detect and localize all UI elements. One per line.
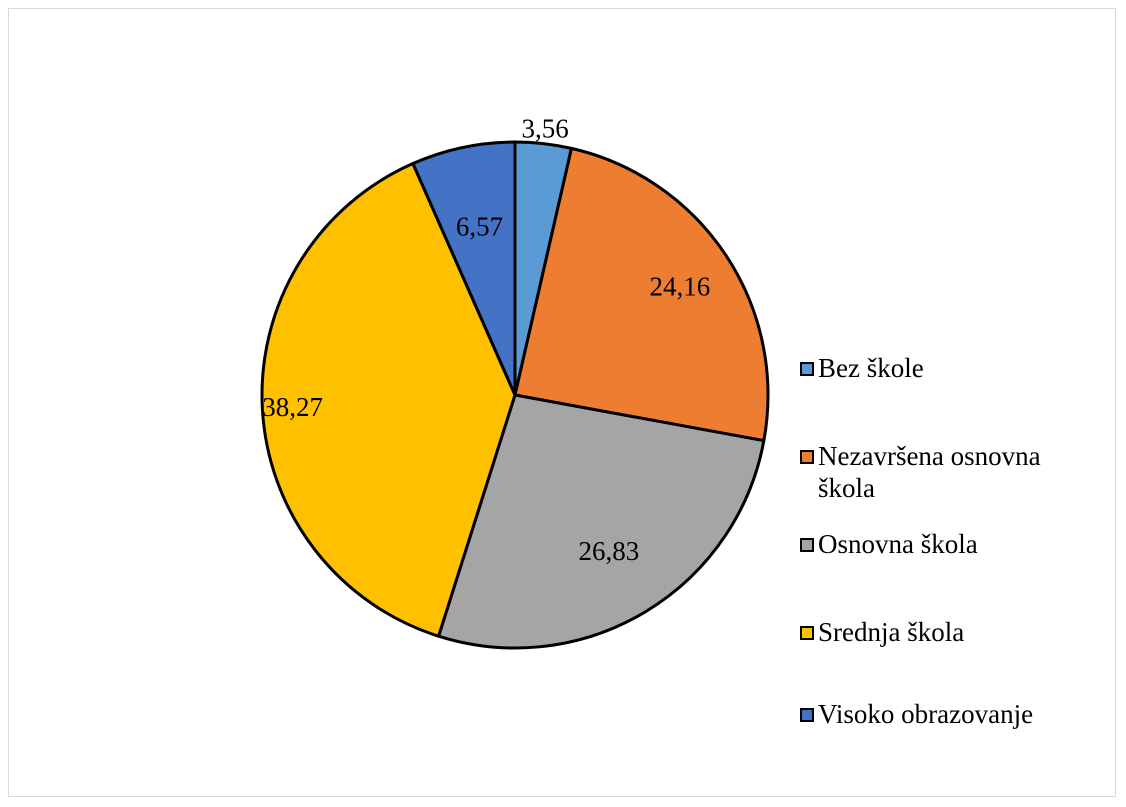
legend-label-visoko-obrazovanje: Visoko obrazovanje xyxy=(818,699,1034,729)
legend-item-nezavrsena-osnovna-skola: Nezavršena osnovna škola xyxy=(800,440,1100,504)
data-label-nezavrsena-osnovna-skola: 24,16 xyxy=(649,272,710,302)
legend-item-osnovna-skola: Osnovna škola xyxy=(800,528,978,560)
legend-swatch-bez-skole xyxy=(800,362,814,376)
legend-swatch-visoko-obrazovanje xyxy=(800,708,814,722)
data-label-srednja-skola: 38,27 xyxy=(262,392,323,422)
legend-item-bez-skole: Bez škole xyxy=(800,352,924,384)
data-label-visoko-obrazovanje: 6,57 xyxy=(456,212,503,242)
pie-slice-nezavrsena-osnovna-skola xyxy=(513,146,770,443)
legend-label-srednja-skola: Srednja škola xyxy=(818,617,965,647)
legend-label-nezavrsena-osnovna-skola: Nezavršena osnovna škola xyxy=(818,441,1041,503)
pie-slice-visoko-obrazovanje xyxy=(411,140,517,397)
legend-item-srednja-skola: Srednja škola xyxy=(800,616,964,648)
legend-item-visoko-obrazovanje: Visoko obrazovanje xyxy=(800,698,1033,730)
pie-slice-srednja-skola xyxy=(260,162,517,638)
legend-label-bez-skole: Bez škole xyxy=(818,353,924,383)
legend-label-osnovna-skola: Osnovna škola xyxy=(818,529,978,559)
pie-slice-osnovna-skola xyxy=(437,393,766,650)
legend-swatch-srednja-skola xyxy=(800,626,814,640)
data-label-osnovna-skola: 26,83 xyxy=(578,536,639,566)
legend-swatch-osnovna-skola xyxy=(800,538,814,552)
data-label-bez-skole: 3,56 xyxy=(521,114,568,144)
legend-swatch-nezavrsena-osnovna-skola xyxy=(800,450,814,464)
